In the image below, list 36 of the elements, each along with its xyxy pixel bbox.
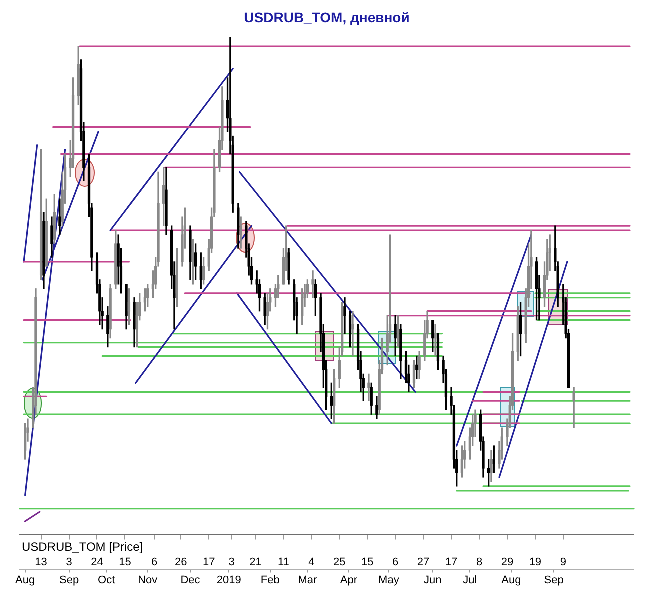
x2-tick-label: Aug: [502, 574, 522, 586]
x2-tick-label: Dec: [180, 574, 201, 586]
x2-tick-label: Aug: [16, 574, 36, 586]
x-tick-label: 26: [175, 556, 188, 568]
x-tick-label: 29: [501, 556, 514, 568]
x-tick-label: 15: [362, 556, 374, 568]
text: USDRUB_TOM [Price]: [22, 540, 144, 554]
x2-tick-label: May: [378, 574, 400, 586]
x2-tick-label: Jul: [463, 574, 478, 586]
x-tick-label: 3: [66, 556, 72, 568]
x2-tick-label: Sep: [544, 574, 564, 586]
x2-tick-label: Feb: [260, 574, 280, 586]
x-tick-label: 24: [91, 556, 104, 568]
x-tick-label: 27: [417, 556, 430, 568]
x-tick-label: 15: [119, 556, 132, 568]
x-tick-label: 13: [35, 556, 48, 568]
x-tick-label: 3: [228, 556, 235, 568]
x-tick-label: 11: [278, 556, 290, 568]
x-tick-label: 17: [203, 556, 216, 568]
x-tick-label: 17: [445, 556, 458, 568]
x2-tick-label: Jun: [424, 574, 442, 586]
x2-tick-label: Apr: [340, 574, 358, 586]
x-tick-label: 9: [560, 556, 566, 568]
chart-title: USDRUB_TOM, дневной: [244, 9, 410, 26]
x2-tick-label: Sep: [59, 574, 80, 586]
x2-tick-label: Mar: [298, 574, 318, 586]
x-tick-label: 6: [151, 556, 158, 568]
x2-tick-label: Nov: [138, 574, 158, 586]
x-tick-label: 4: [308, 556, 315, 568]
x-tick-label: 6: [392, 556, 399, 568]
x-tick-label: 25: [334, 556, 346, 568]
x-tick-label: 19: [529, 556, 542, 568]
x2-tick-label: 2019: [216, 574, 242, 586]
x-tick-label: 8: [476, 556, 483, 568]
x-tick-label: 21: [250, 556, 262, 568]
x2-tick-label: Oct: [98, 574, 116, 586]
